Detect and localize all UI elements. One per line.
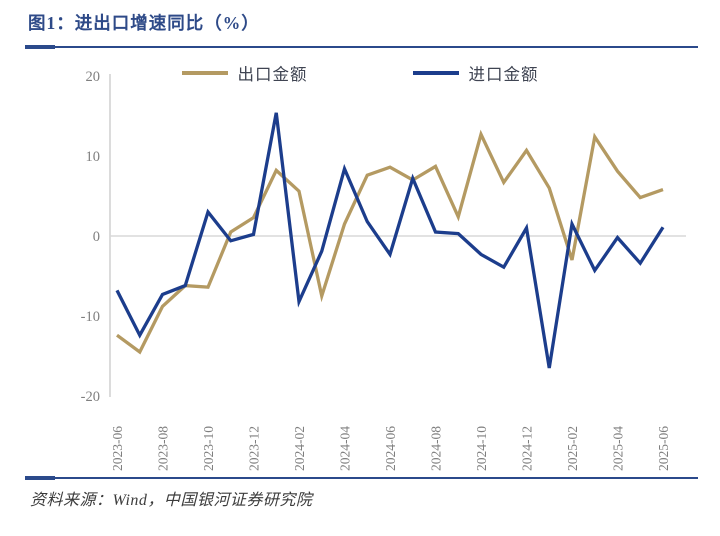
- x-tick-label: 2023-06: [110, 426, 125, 471]
- x-tick-label: 2023-12: [247, 426, 262, 471]
- footer-divider: [25, 475, 698, 480]
- y-tick-label: -10: [81, 309, 100, 325]
- x-tick-label: 2023-08: [156, 426, 171, 471]
- x-tick-label: 2024-10: [474, 426, 489, 471]
- source-note: 资料来源：Wind，中国银河证券研究院: [30, 492, 313, 509]
- legend-item-exports: 出口金额: [181, 61, 308, 85]
- import-value-line: [115, 112, 665, 369]
- x-tick-label: 2024-12: [520, 426, 535, 471]
- legend-label-imports: 进口金额: [468, 65, 539, 84]
- legend-label-exports: 出口金额: [237, 65, 308, 84]
- x-tick-label: 2025-06: [656, 426, 671, 471]
- x-tick-label: 2024-06: [383, 426, 398, 471]
- y-tick-label: 20: [86, 69, 101, 85]
- x-tick-label: 2024-04: [338, 426, 353, 471]
- y-tick-label: 0: [93, 229, 100, 245]
- x-tick-label: 2025-04: [611, 426, 626, 471]
- legend-item-imports: 进口金额: [412, 61, 539, 85]
- chart-legend: 出口金额 进口金额: [0, 61, 720, 85]
- x-tick-label: 2024-02: [292, 426, 307, 471]
- figure-title: 图1：进出口增速同比（%）: [28, 13, 260, 33]
- export-value-line: [116, 129, 664, 355]
- export-line-swatch: [181, 71, 228, 75]
- x-tick-label: 2023-10: [201, 426, 216, 471]
- title-divider: [25, 44, 698, 49]
- y-tick-label: 10: [86, 149, 101, 165]
- import-line-swatch: [412, 71, 459, 75]
- x-tick-label: 2025-02: [565, 426, 580, 471]
- y-tick-label: -20: [81, 389, 100, 405]
- x-tick-label: 2024-08: [429, 426, 444, 471]
